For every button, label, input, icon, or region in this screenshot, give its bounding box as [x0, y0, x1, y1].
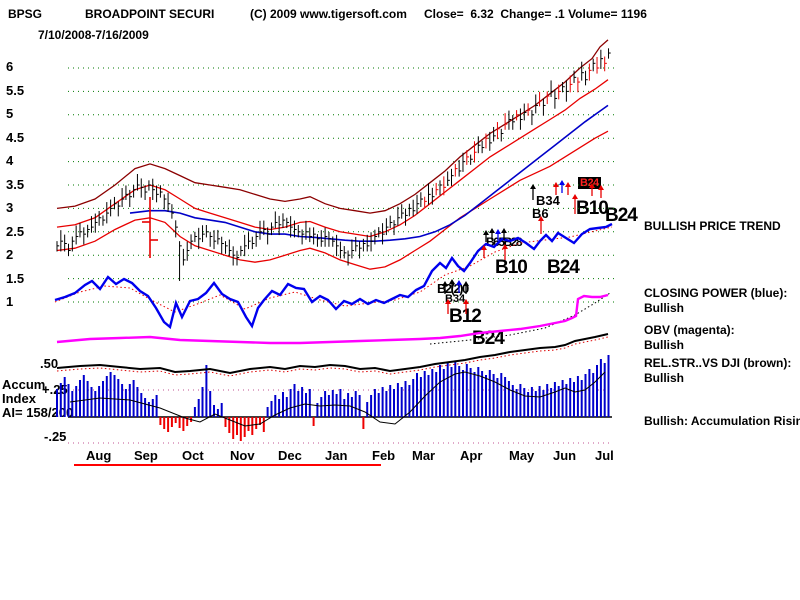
- company-name: BROADPOINT SECURI: [85, 7, 215, 21]
- signal-b24-top: B24: [605, 205, 638, 226]
- month-jan: Jan: [325, 448, 348, 463]
- price-trend-label: BULLISH PRICE TREND: [644, 219, 781, 233]
- month-dec: Dec: [278, 448, 302, 463]
- signal-b10-top: B10: [576, 198, 609, 219]
- month-oct: Oct: [182, 448, 204, 463]
- obv-status: Bullish: [644, 338, 685, 352]
- month-mar: Mar: [412, 448, 436, 463]
- closing-power-label: CLOSING POWER (blue):: [644, 286, 788, 300]
- accum-label-1: Accum: [2, 377, 46, 392]
- y-tick-5: 5: [6, 106, 14, 121]
- month-sep: Sep: [134, 448, 158, 463]
- y-tick-3: 3: [6, 200, 14, 215]
- rel-str-status: Bullish: [644, 371, 685, 385]
- accum-label-2: Index: [2, 391, 36, 406]
- y-tick-1-5: 1.5: [6, 271, 25, 286]
- y-tick-2: 2: [6, 247, 14, 262]
- month-may: May: [509, 448, 535, 463]
- y-tick-2-5: 2.5: [6, 224, 25, 239]
- signal-b12: B12: [449, 306, 482, 327]
- month-feb: Feb: [372, 448, 396, 463]
- y-tick-50: .50: [40, 356, 59, 371]
- signal-b24-mid: B24: [547, 257, 580, 278]
- y-tick-4: 4: [6, 153, 14, 168]
- rel-str-label: REL.STR..VS DJI (brown):: [644, 356, 792, 370]
- signal-boxed-b24: B24: [578, 177, 601, 189]
- obv-label: OBV (magenta):: [644, 323, 735, 337]
- accumulation-note: Bullish: Accumulation Rising: [644, 414, 800, 428]
- closing-power-status: Bullish: [644, 301, 685, 315]
- month-nov: Nov: [230, 448, 255, 463]
- signal-b34-top: B34: [536, 193, 560, 208]
- date-range: 7/10/2008-7/16/2009: [38, 28, 149, 42]
- y-tick-3-5: 3.5: [6, 177, 25, 192]
- y-tick-6: 6: [6, 59, 14, 74]
- month-jun: Jun: [553, 448, 577, 463]
- signal-b6: B6: [532, 206, 549, 221]
- signal-b10-mid: B10: [495, 257, 528, 278]
- month-apr: Apr: [460, 448, 483, 463]
- ticker-symbol: BPSG: [8, 7, 43, 21]
- month-jul: Jul: [595, 448, 614, 463]
- quote-summary: Close= 6.32 Change= .1 Volume= 1196: [424, 7, 647, 21]
- y-tick-4-5: 4.5: [6, 130, 25, 145]
- copyright-text: (C) 2009 www.tigersoft.com: [250, 7, 407, 21]
- month-aug: Aug: [86, 448, 112, 463]
- y-tick-5-5: 5.5: [6, 83, 25, 98]
- y-tick-minus25: -.25: [44, 429, 67, 444]
- y-tick-1: 1: [6, 294, 14, 309]
- signal-b34-low: B34: [445, 293, 466, 305]
- date-range-underline: [74, 464, 381, 466]
